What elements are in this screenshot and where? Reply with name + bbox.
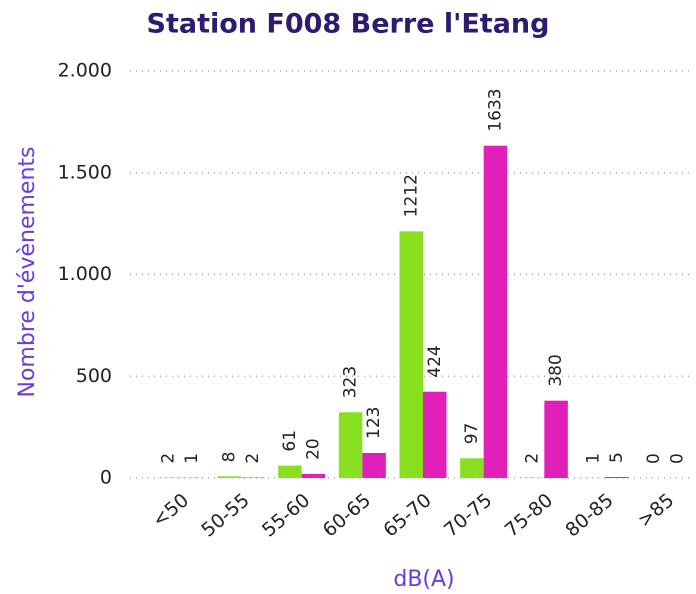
data-label: 61 — [280, 430, 300, 452]
x-tick-label: 50-55 — [197, 489, 253, 541]
x-tick-label: 75-80 — [501, 489, 557, 541]
x-tick-label: >85 — [634, 489, 679, 532]
bar — [217, 476, 241, 478]
data-label: 8 — [219, 452, 239, 463]
data-label: 1 — [182, 453, 202, 464]
y-axis-label: Nombre d'évènements — [15, 147, 40, 398]
x-tick-label: 70-75 — [440, 489, 496, 541]
data-label: 0 — [644, 453, 664, 464]
y-tick-label: 1.000 — [58, 263, 112, 285]
y-tick-label: 500 — [76, 365, 112, 387]
bar — [423, 391, 447, 478]
data-label: 1 — [583, 453, 603, 464]
data-label: 5 — [607, 452, 627, 463]
x-tick-label: 55-60 — [258, 489, 314, 541]
x-tick-label: 65-70 — [379, 489, 435, 541]
x-tick-label: 60-65 — [319, 489, 375, 541]
data-label: 2 — [243, 453, 263, 464]
bar — [399, 231, 423, 478]
data-label: 123 — [364, 407, 384, 439]
data-label: 97 — [462, 423, 482, 445]
data-label: 0 — [667, 453, 687, 464]
bar — [544, 400, 568, 478]
bar — [301, 473, 326, 478]
bar — [605, 476, 629, 478]
y-tick-label: 1.500 — [58, 161, 112, 183]
x-axis-label: dB(A) — [393, 567, 454, 592]
data-label: 1633 — [485, 88, 505, 131]
data-label: 424 — [425, 345, 445, 377]
data-label: 2 — [523, 453, 543, 464]
data-label: 380 — [546, 354, 566, 386]
bar — [362, 452, 386, 478]
data-label: 20 — [303, 438, 323, 460]
bar — [338, 412, 363, 478]
y-tick-label: 0 — [100, 467, 112, 489]
x-tick-label: 80-85 — [561, 489, 617, 541]
bar — [483, 145, 508, 478]
data-label: 1212 — [401, 174, 421, 217]
chart-title: Station F008 Berre l'Etang — [147, 9, 550, 40]
data-label: 323 — [341, 366, 361, 398]
bar — [460, 458, 484, 478]
x-tick-label: <50 — [148, 489, 193, 532]
bar — [278, 465, 302, 478]
data-label: 2 — [159, 453, 179, 464]
y-tick-label: 2.000 — [58, 60, 112, 82]
